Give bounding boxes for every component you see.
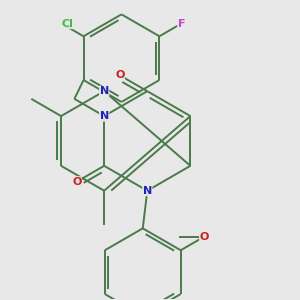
Text: N: N — [100, 111, 109, 121]
Text: F: F — [178, 19, 185, 28]
Text: O: O — [200, 232, 209, 242]
Text: O: O — [115, 70, 124, 80]
Text: N: N — [100, 86, 109, 96]
Text: N: N — [143, 186, 152, 196]
Text: Cl: Cl — [61, 19, 74, 28]
Text: O: O — [72, 177, 81, 187]
